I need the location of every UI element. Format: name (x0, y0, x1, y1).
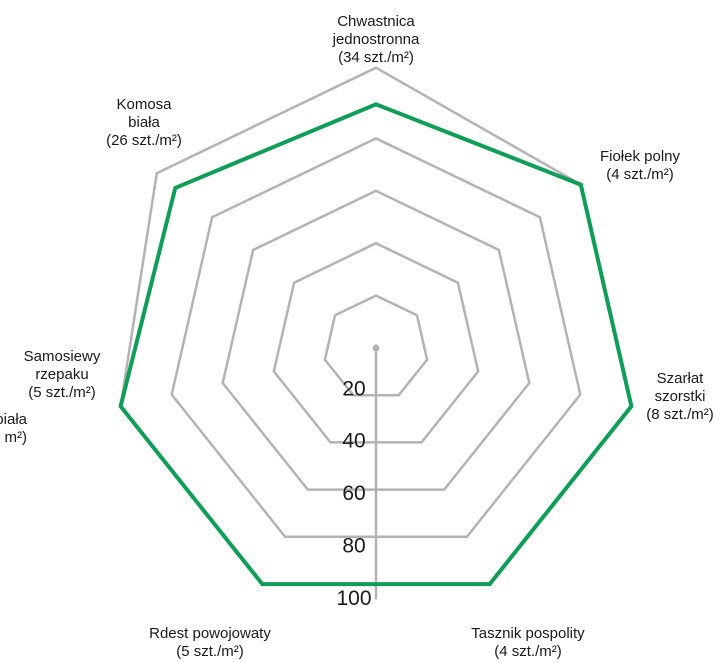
axis-label-3: Tasznik pospolity(4 szt./m²) (471, 625, 585, 660)
axis-label-4: Rdest powojowaty(5 szt./m²) (149, 625, 271, 660)
axis-label-line: Szarłat (657, 370, 705, 387)
cut-off-label-line: biała (0, 411, 28, 428)
axis-label-line: Tasznik pospolity (471, 625, 585, 642)
axis-label-line: (4 szt./m²) (494, 643, 562, 660)
axis-label-line: (8 szt./m²) (646, 406, 714, 423)
cut-off-label: białam²) (0, 411, 28, 446)
tick-label-20: 20 (342, 377, 365, 400)
series-polygon (118, 102, 634, 587)
axis-label-line: Rdest powojowaty (149, 625, 271, 642)
axis-label-line: biała (128, 114, 160, 131)
axis-label-line: (5 szt./m²) (28, 384, 96, 401)
tick-label-40: 40 (342, 430, 365, 453)
radial-tick-labels: 20 40 60 80 100 (336, 377, 371, 610)
tick-label-60: 60 (342, 482, 365, 505)
axis-label-line: Samosiewy (24, 348, 101, 365)
axis-label-line: szorstki (655, 388, 706, 405)
axis-label-line: jednostronna (332, 31, 420, 48)
axis-label-line: (26 szt./m²) (106, 132, 182, 149)
axis-label-line: Komosa (116, 96, 172, 113)
tick-label-80: 80 (342, 535, 365, 558)
axis-label-line: Chwastnica (337, 13, 415, 30)
axis-label-line: Fiołek polny (600, 148, 681, 165)
axis-label-1: Fiołek polny(4 szt./m²) (600, 148, 681, 183)
tick-label-100: 100 (336, 587, 371, 610)
axis-label-line: (5 szt./m²) (176, 643, 244, 660)
cut-off-label-line: m²) (5, 429, 28, 446)
axis-label-line: (4 szt./m²) (606, 166, 674, 183)
center-point (372, 344, 380, 352)
axis-label-line: rzepaku (35, 366, 88, 383)
axis-label-line: (34 szt./m²) (338, 49, 414, 66)
